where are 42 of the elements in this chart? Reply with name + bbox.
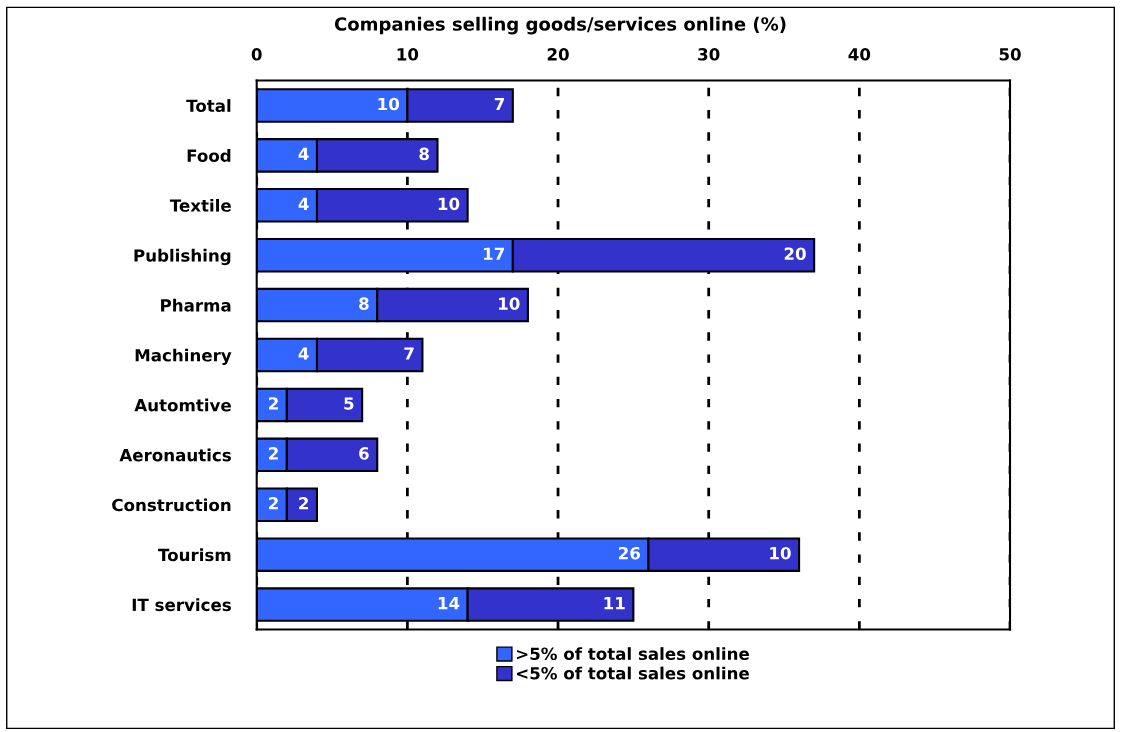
legend-label: >5% of total sales online: [517, 647, 749, 661]
data-label: 2: [299, 496, 308, 510]
y-tick-label: Tourism: [158, 548, 231, 562]
data-label: 10: [438, 197, 460, 211]
y-tick-label: Textile: [169, 198, 231, 212]
data-label: 8: [419, 147, 429, 161]
data-label: 10: [378, 97, 400, 111]
x-tick-label: 40: [848, 48, 871, 61]
y-tick-label: Food: [187, 149, 231, 162]
data-label: 4: [298, 347, 309, 360]
y-tick-label: Automtive: [134, 398, 231, 412]
y-tick-label: IT services: [132, 598, 231, 612]
legend-label: <5% of total sales online: [517, 666, 749, 680]
y-tick-label: Construction: [112, 498, 231, 512]
data-label: 10: [499, 297, 520, 310]
data-label: 6: [359, 447, 369, 460]
data-label: 2: [269, 496, 278, 510]
data-label: 2: [269, 397, 278, 410]
chart-title: Companies selling goods/services online (%): [334, 16, 786, 35]
data-label: 4: [298, 147, 309, 160]
data-label: 7: [404, 347, 414, 360]
data-label: 2: [269, 447, 278, 460]
data-label: 26: [619, 546, 640, 560]
data-label: 8: [359, 297, 369, 310]
x-tick-label: 30: [698, 48, 720, 61]
x-tick-label: 50: [999, 48, 1021, 61]
data-label: 10: [770, 546, 791, 560]
x-tick-label: 10: [397, 48, 419, 61]
x-tick-label: 20: [547, 48, 569, 61]
data-label: 14: [438, 597, 460, 610]
y-tick-label: Publishing: [134, 248, 231, 266]
y-tick-label: Machinery: [135, 348, 232, 365]
data-label: 11: [604, 597, 625, 610]
data-label: 5: [344, 397, 354, 410]
x-tick-label: 0: [251, 48, 262, 61]
data-label: 7: [494, 97, 504, 111]
y-tick-label: Total: [186, 99, 231, 113]
y-tick-label: Pharma: [161, 298, 231, 312]
data-label: 20: [784, 247, 806, 261]
y-tick-label: Aeronautics: [119, 448, 231, 462]
data-label: 17: [483, 247, 504, 260]
data-label: 4: [298, 197, 309, 210]
